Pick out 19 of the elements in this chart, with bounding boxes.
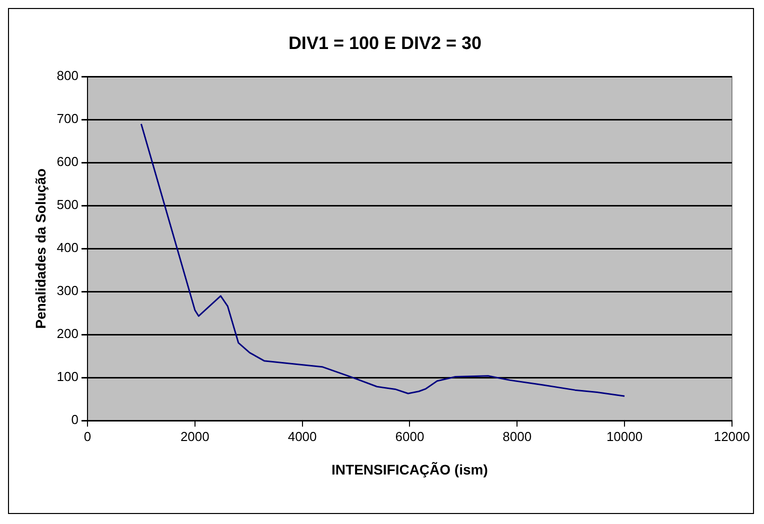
y-tick-label: 0 [71, 412, 78, 428]
chart-title: DIV1 = 100 E DIV2 = 30 [288, 32, 482, 53]
x-tick-label: 6000 [395, 428, 424, 444]
y-tick-label: 500 [56, 197, 78, 212]
x-tick-label: 12000 [714, 428, 750, 444]
y-tick-label: 800 [56, 68, 78, 84]
y-tick-label: 300 [56, 283, 78, 298]
y-axis-title: Penalidades da Solução [32, 168, 48, 329]
x-tick-label: 8000 [502, 428, 532, 444]
y-tick-label: 200 [56, 326, 78, 342]
y-tick-label: 100 [56, 369, 78, 384]
y-tick-label: 700 [56, 111, 78, 126]
x-tick-label: 4000 [288, 428, 317, 444]
y-tick-label: 400 [56, 240, 78, 256]
y-tick-label: 600 [56, 154, 78, 170]
x-tick-label: 10000 [606, 428, 643, 444]
x-tick-label: 0 [84, 428, 92, 444]
x-axis-title: INTENSIFICAÇÃO (ism) [332, 461, 488, 478]
x-tick-label: 2000 [180, 428, 210, 444]
